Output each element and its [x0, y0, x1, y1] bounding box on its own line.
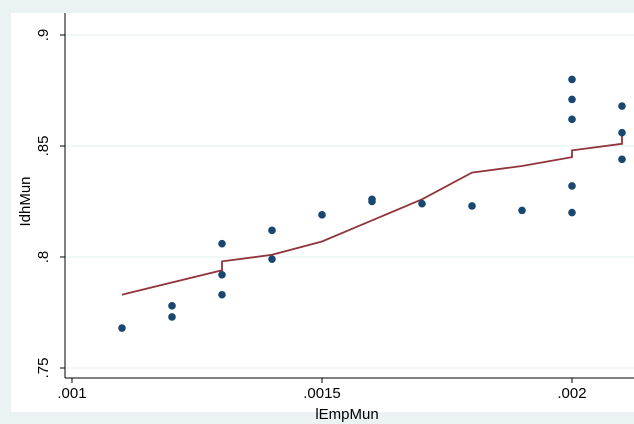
y-axis-title: IdhMun	[17, 176, 34, 226]
x-tick-label: .001	[57, 385, 86, 402]
scatter-point	[568, 95, 576, 104]
scatter-point	[218, 290, 226, 299]
fitted-line-series	[121, 132, 623, 296]
scatter-point	[568, 75, 576, 84]
x-tick-label: .0015	[303, 385, 341, 402]
y-tick-label: .75	[35, 358, 52, 379]
scatter-point	[218, 270, 226, 279]
y-tick-label: .85	[35, 136, 52, 157]
scatter-point	[418, 199, 426, 208]
scatter-point	[268, 255, 276, 264]
x-axis-title: lEmpMun	[315, 406, 378, 423]
x-tick-label: .002	[557, 385, 586, 402]
scatter-point	[618, 155, 626, 164]
y-tick-label: .9	[35, 29, 52, 42]
scatter-point	[168, 313, 176, 321]
scatter-point	[218, 239, 226, 248]
scatter-point	[568, 182, 576, 190]
fitted-line	[121, 132, 623, 296]
scatter-point	[618, 102, 626, 110]
scatter-point	[618, 128, 626, 137]
y-tick-label: .8	[35, 251, 52, 264]
scatter-point	[368, 197, 376, 206]
scatter-point	[518, 206, 526, 215]
y-ticks: .75 .8 .85 .9	[35, 29, 65, 379]
scatter-point	[118, 324, 126, 332]
x-ticks: .001 .0015 .002	[57, 378, 587, 402]
gridlines	[65, 34, 634, 369]
scatter-series	[118, 75, 626, 332]
scatter-point	[318, 211, 326, 219]
scatter-point	[568, 208, 576, 217]
scatter-point	[168, 302, 176, 310]
scatter-point	[268, 226, 276, 235]
scatter-point	[468, 202, 476, 210]
scatter-point	[568, 115, 576, 124]
